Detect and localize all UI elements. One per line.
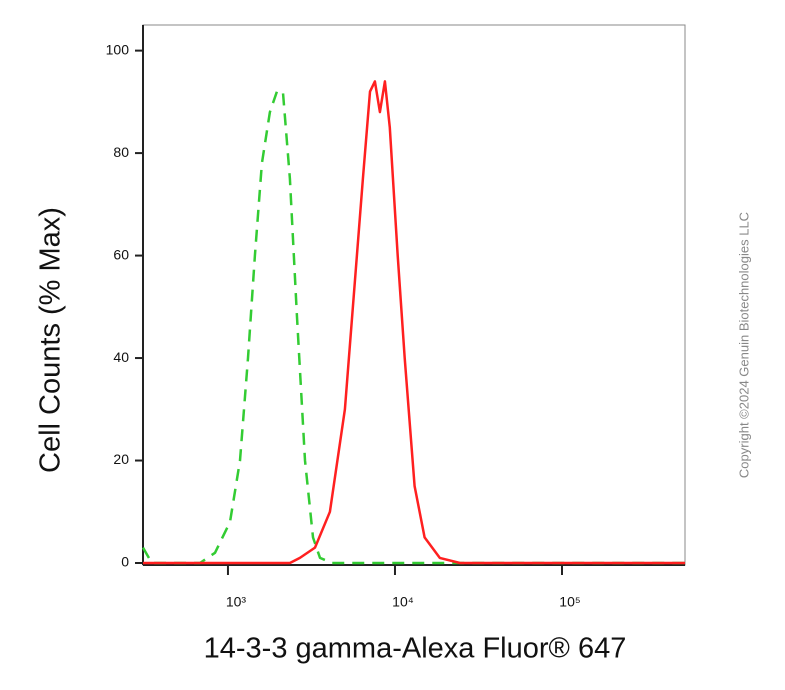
copyright: Copyright ©2024 Genuin Biotechnologies L…	[736, 212, 751, 478]
y-axis-title: Cell Counts (% Max)	[35, 207, 67, 473]
histogram-line	[143, 80, 685, 565]
x-tick-label: 10⁴	[392, 594, 414, 610]
x-tick-label: 10⁵	[559, 594, 580, 610]
y-tick-label: 40	[113, 349, 129, 365]
y-tick-label: 100	[106, 41, 130, 57]
y-tick-label: 20	[113, 451, 129, 467]
x-tick-label: 10³	[226, 594, 247, 610]
x-axis-title: 14-3-3 gamma-Alexa Fluor® 647	[204, 633, 627, 665]
y-tick-label: 80	[113, 144, 129, 160]
histogram-line	[141, 90, 685, 565]
y-tick-label: 60	[113, 246, 129, 262]
y-tick-label: 0	[121, 554, 129, 570]
